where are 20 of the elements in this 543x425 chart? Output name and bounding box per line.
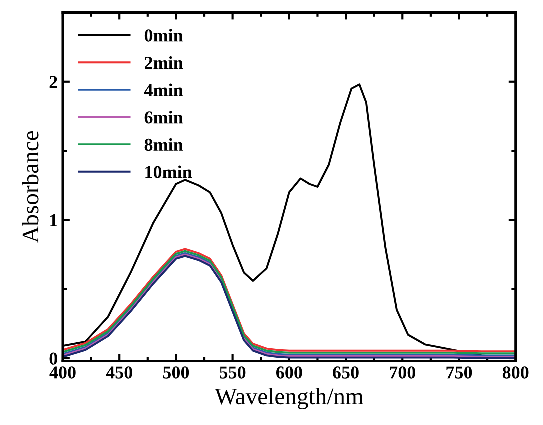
legend-label: 8min bbox=[144, 138, 184, 152]
legend-label: 2min bbox=[144, 56, 184, 69]
x-tick-label: 450 bbox=[106, 366, 132, 379]
x-tick-label: 400 bbox=[50, 366, 76, 379]
x-tick-label: 500 bbox=[163, 366, 190, 379]
y-tick-label: 2 bbox=[50, 76, 58, 88]
legend-label: 10min bbox=[146, 166, 192, 178]
x-tick-label: 700 bbox=[390, 366, 416, 379]
legend-label: 6min bbox=[144, 111, 184, 124]
x-tick-label: 750 bbox=[446, 366, 472, 379]
legend-label: 4min bbox=[144, 84, 184, 96]
y-tick-label: 0 bbox=[50, 352, 58, 365]
legend-label: 0min bbox=[144, 29, 184, 42]
y-tick-label: 1 bbox=[50, 214, 58, 226]
x-axis-title: Wavelength/nm bbox=[214, 388, 364, 410]
x-tick-label: 600 bbox=[276, 366, 302, 379]
x-tick-label: 550 bbox=[220, 366, 246, 379]
x-tick-label: 800 bbox=[502, 366, 529, 379]
x-tick-label: 650 bbox=[333, 366, 359, 379]
y-axis-title: Absorbance bbox=[22, 131, 39, 244]
